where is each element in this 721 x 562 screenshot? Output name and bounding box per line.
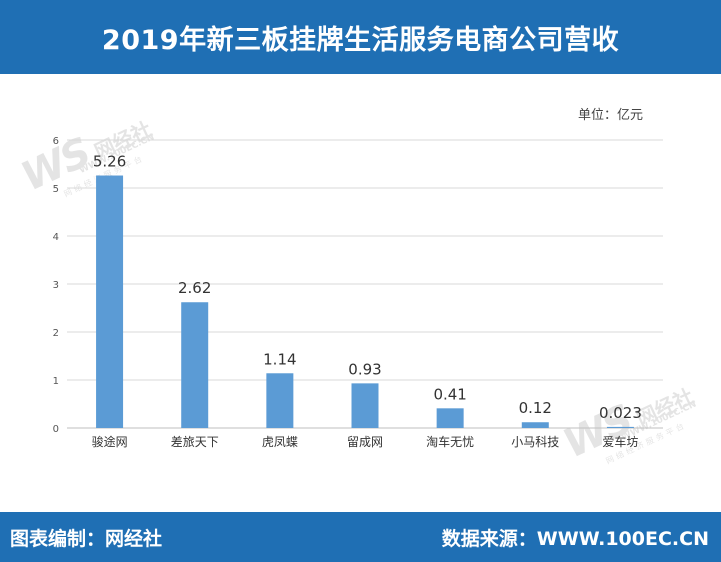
footer-source: 数据来源：WWW.100EC.CN	[441, 527, 709, 550]
y-tick-label: 4	[53, 232, 59, 243]
page-title: 2019年新三板挂牌生活服务电商公司营收	[101, 24, 620, 56]
x-tick-label: 骏途网	[92, 434, 128, 449]
footer-bar: 图表编制：网经社 数据来源：WWW.100EC.CN	[0, 512, 721, 562]
bar	[266, 373, 294, 428]
x-tick-label: 爱车坊	[602, 434, 638, 449]
data-label: 0.41	[433, 385, 466, 403]
x-tick-label: 虎凤蝶	[262, 434, 298, 449]
y-tick-label: 5	[53, 184, 59, 195]
data-label: 2.62	[178, 279, 211, 297]
y-tick-label: 3	[53, 280, 59, 291]
data-label: 0.023	[599, 404, 642, 422]
data-label: 5.26	[93, 153, 126, 171]
bar	[351, 383, 379, 428]
x-tick-label: 小马科技	[511, 435, 559, 449]
bar	[521, 422, 549, 428]
y-tick-label: 2	[53, 328, 59, 339]
x-tick-label: 淘车无忧	[426, 434, 474, 449]
data-label: 0.12	[519, 399, 552, 417]
header-bar: 2019年新三板挂牌生活服务电商公司营收	[0, 0, 721, 74]
y-tick-label: 0	[53, 424, 59, 435]
bar	[436, 408, 464, 428]
footer-credit: 图表编制：网经社	[10, 527, 163, 550]
x-tick-label: 留成网	[347, 435, 383, 449]
data-label: 0.93	[348, 360, 381, 378]
x-tick-label: 差旅天下	[171, 435, 219, 449]
bar	[96, 175, 124, 428]
bar	[606, 426, 634, 428]
bar	[181, 302, 209, 428]
data-label: 1.14	[263, 350, 296, 368]
unit-label: 单位：亿元	[578, 108, 644, 123]
y-tick-label: 6	[53, 136, 59, 147]
y-tick-label: 1	[53, 376, 59, 387]
